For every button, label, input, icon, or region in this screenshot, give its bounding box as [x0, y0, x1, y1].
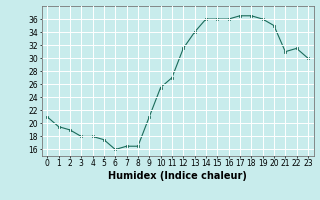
X-axis label: Humidex (Indice chaleur): Humidex (Indice chaleur)	[108, 171, 247, 181]
